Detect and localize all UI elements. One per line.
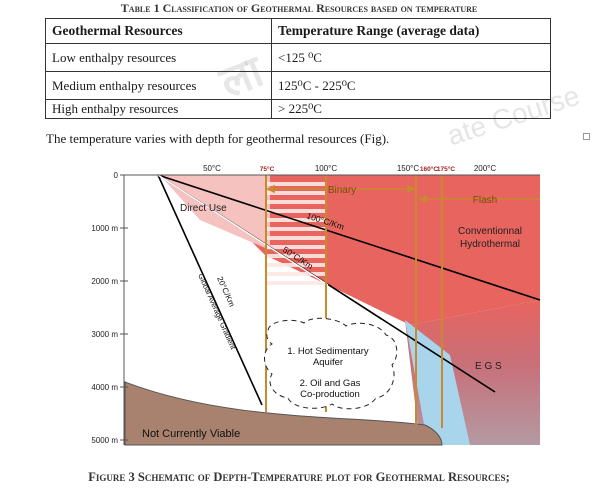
table-header-row: Geothermal Resources Temperature Range (… (45, 18, 551, 44)
resize-handle-icon (583, 133, 590, 140)
table-cell: 125⁰C - 225⁰C (271, 71, 551, 100)
binary-label: Binary (328, 185, 356, 196)
table-row: Medium enthalpy resources 125⁰C - 225⁰C (45, 71, 551, 100)
flash-range-arrow (418, 194, 540, 204)
sedimentary-label-1: 1. Hot Sedimentary (287, 346, 369, 357)
direct-use-boundary-line (157, 174, 329, 286)
temperature-tick-label: 150°C (397, 164, 420, 173)
aquifer-wedge (405, 320, 470, 445)
binary-stripe (267, 245, 325, 249)
not-viable-region (124, 381, 443, 446)
binary-stripe (267, 227, 325, 231)
sedimentary-label-2: Aquifer (313, 357, 343, 368)
egs-label: E G S (475, 361, 502, 372)
binary-stripe (267, 200, 325, 204)
global-gradient-label: Global Average Gradient (196, 272, 238, 351)
oilgas-label-2: Co-production (300, 389, 360, 400)
binary-range-arrow (266, 184, 416, 194)
column-header: Geothermal Resources (45, 18, 272, 44)
table-row: High enthalpy resources > 225⁰C (45, 99, 551, 119)
binary-stripe (267, 209, 325, 213)
table-cell: <125 ⁰C (271, 43, 551, 72)
gradient-line-20 (157, 174, 263, 406)
binary-stripe (267, 182, 325, 186)
binary-stripe (267, 281, 325, 285)
hydrothermal-region (328, 175, 540, 325)
conventional-label-1: Conventionnal (458, 226, 522, 237)
table-cell: High enthalpy resources (45, 99, 272, 119)
table-cell: Low enthalpy resources (45, 43, 272, 72)
flash-label: Flash (473, 195, 497, 206)
temperature-tick-label: 200°C (474, 164, 497, 173)
column-header: Temperature Range (average data) (271, 18, 551, 44)
temperature-tick-label: 75°C (260, 165, 275, 173)
temperature-tick-label: 100°C (315, 164, 338, 173)
sedimentary-cloud (264, 317, 398, 410)
binary-stripe (267, 191, 325, 195)
temperature-tick-label: 50°C (203, 164, 221, 173)
not-viable-label: Not Currently Viable (142, 428, 240, 440)
depth-tick-label: 1000 m (91, 224, 118, 233)
oilgas-label-1: 2. Oil and Gas (300, 378, 361, 389)
depth-tick-label: 0 (114, 171, 119, 180)
temperature-tick-label: 175°C (437, 165, 455, 173)
direct-use-label: Direct Use (180, 203, 227, 214)
geothermal-classification-table: Geothermal Resources Temperature Range (… (45, 18, 551, 119)
binary-stripe (267, 236, 325, 240)
depth-tick-label: 3000 m (91, 330, 118, 339)
conventional-label-2: Hydrothermal (460, 239, 520, 250)
figure-caption: Figure 3 Schematic of Depth-Temperature … (88, 470, 510, 484)
table-cell: Medium enthalpy resources (45, 71, 272, 100)
binary-stripe (267, 254, 325, 258)
gradient-line-100 (157, 174, 541, 301)
table-cell: > 225⁰C (271, 99, 551, 119)
table-caption: Table 1 Classification of Geothermal Res… (120, 1, 478, 15)
binary-stripe (267, 272, 325, 276)
temperature-tick-label: 160°C (420, 165, 438, 173)
intro-text: The temperature varies with depth for ge… (46, 131, 390, 146)
depth-temperature-figure: 0 1000 m 2000 m 3000 m 4000 m 5000 m 50°C 75°C… (91, 164, 541, 446)
table-row: Low enthalpy resources <125 ⁰C (45, 43, 551, 72)
depth-tick-label: 4000 m (91, 383, 118, 392)
depth-tick-label: 2000 m (91, 277, 118, 286)
depth-tick-label: 5000 m (91, 436, 118, 445)
